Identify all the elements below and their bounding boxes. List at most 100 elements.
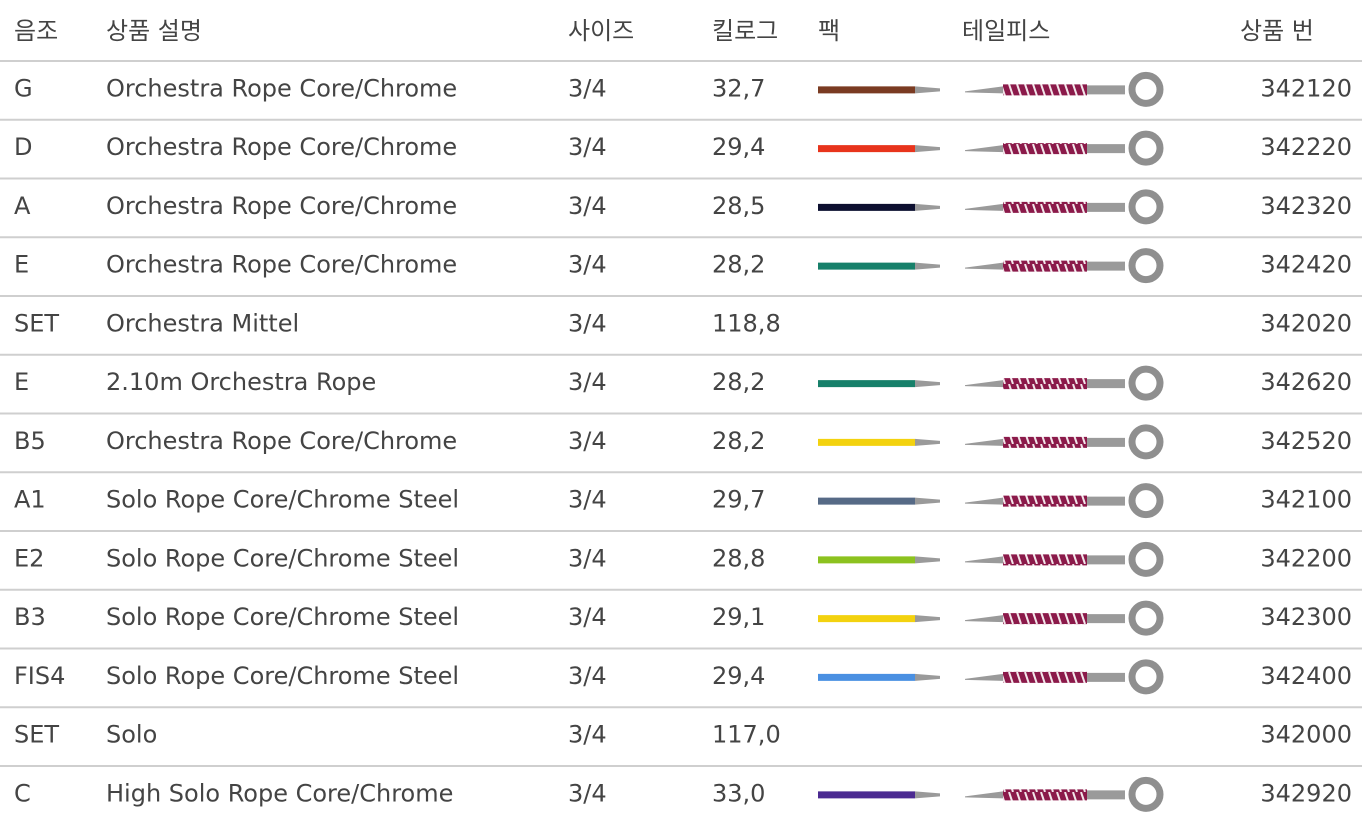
pack-swatch — [818, 204, 940, 211]
description: Orchestra Rope Core/Chrome — [106, 251, 457, 279]
kilogram: 28,2 — [712, 368, 765, 396]
pack-tip — [915, 86, 940, 93]
tail-wire — [965, 263, 1003, 270]
tail-twist — [1003, 261, 1087, 272]
product-number: 342100 — [1260, 486, 1352, 514]
tail-ring — [1132, 780, 1160, 808]
product-number: 342020 — [1260, 309, 1352, 337]
header-cell: 테일피스 — [962, 17, 1050, 45]
pack-tip — [915, 556, 940, 563]
kilogram: 29,1 — [712, 603, 765, 631]
tailpiece-icon — [965, 428, 1160, 456]
kilogram: 32,7 — [712, 74, 765, 102]
description: Solo Rope Core/Chrome Steel — [106, 603, 459, 631]
tail-wire — [965, 674, 1003, 681]
tail-twist — [1003, 613, 1087, 624]
tailpiece-icon — [965, 604, 1160, 632]
kilogram: 28,2 — [712, 251, 765, 279]
product-number: 342620 — [1260, 368, 1352, 396]
header-cell: 팩 — [818, 17, 840, 45]
size: 3/4 — [568, 779, 607, 807]
tail-collar — [1087, 438, 1125, 447]
tailpiece-icon — [965, 369, 1160, 397]
product-number: 342420 — [1260, 251, 1352, 279]
description: Solo Rope Core/Chrome Steel — [106, 486, 459, 514]
note: E — [14, 368, 29, 396]
tail-collar — [1087, 614, 1125, 623]
note: SET — [14, 309, 59, 337]
tail-collar — [1087, 379, 1125, 388]
header-cell: 음조 — [14, 17, 58, 45]
pack-swatch — [818, 791, 940, 798]
note: A1 — [14, 486, 46, 514]
pack-swatch — [818, 615, 940, 622]
note: D — [14, 133, 32, 161]
pack-tip — [915, 380, 940, 387]
product-number: 342300 — [1260, 603, 1352, 631]
pack-swatch — [818, 439, 940, 446]
product-number: 342400 — [1260, 662, 1352, 690]
tail-collar — [1087, 262, 1125, 271]
tailpiece-icon — [965, 487, 1160, 515]
description: Solo Rope Core/Chrome Steel — [106, 544, 459, 572]
header-cell: 상품 설명 — [106, 17, 202, 45]
tailpiece-icon — [965, 193, 1160, 221]
description: Orchestra Mittel — [106, 309, 299, 337]
pack-color — [818, 263, 915, 270]
kilogram: 28,8 — [712, 544, 765, 572]
kilogram: 29,7 — [712, 486, 765, 514]
pack-tip — [915, 263, 940, 270]
pack-color — [818, 380, 915, 387]
description: Orchestra Rope Core/Chrome — [106, 74, 457, 102]
tail-twist — [1003, 496, 1087, 507]
product-number: 342520 — [1260, 427, 1352, 455]
size: 3/4 — [568, 192, 607, 220]
tail-wire — [965, 145, 1003, 152]
tailpiece-icon — [965, 663, 1160, 691]
note: B5 — [14, 427, 46, 455]
size: 3/4 — [568, 603, 607, 631]
tail-wire — [965, 615, 1003, 622]
pack-color — [818, 674, 915, 681]
note: A — [14, 192, 31, 220]
pack-color — [818, 498, 915, 505]
pack-tip — [915, 145, 940, 152]
page: {"table": { "header": ["음조", "상품 설명", "사… — [0, 0, 1362, 818]
tail-wire — [965, 204, 1003, 211]
tail-wire — [965, 439, 1003, 446]
string-table: 음조상품 설명사이즈킬로그팩테일피스상품 번GOrchestra Rope Co… — [0, 0, 1362, 818]
pack-color — [818, 204, 915, 211]
product-number: 342000 — [1260, 721, 1352, 749]
tail-collar — [1087, 673, 1125, 682]
tail-twist — [1003, 789, 1087, 800]
size: 3/4 — [568, 368, 607, 396]
tail-ring — [1132, 134, 1160, 162]
pack-tip — [915, 439, 940, 446]
pack-swatch — [818, 145, 940, 152]
tail-wire — [965, 791, 1003, 798]
kilogram: 33,0 — [712, 779, 765, 807]
pack-color — [818, 556, 915, 563]
pack-tip — [915, 204, 940, 211]
kilogram: 28,5 — [712, 192, 765, 220]
tail-collar — [1087, 790, 1125, 799]
tail-collar — [1087, 555, 1125, 564]
pack-color — [818, 791, 915, 798]
pack-swatch — [818, 380, 940, 387]
tail-wire — [965, 380, 1003, 387]
tail-twist — [1003, 378, 1087, 389]
tailpiece-icon — [965, 75, 1160, 103]
description: Orchestra Rope Core/Chrome — [106, 133, 457, 161]
tail-twist — [1003, 143, 1087, 154]
pack-swatch — [818, 86, 940, 93]
product-number: 342120 — [1260, 74, 1352, 102]
header-cell: 킬로그 — [712, 17, 778, 45]
product-number: 342220 — [1260, 133, 1352, 161]
note: FIS4 — [14, 662, 65, 690]
note: C — [14, 779, 31, 807]
size: 3/4 — [568, 662, 607, 690]
tail-collar — [1087, 203, 1125, 212]
description: Solo — [106, 721, 157, 749]
kilogram: 29,4 — [712, 133, 765, 161]
size: 3/4 — [568, 427, 607, 455]
